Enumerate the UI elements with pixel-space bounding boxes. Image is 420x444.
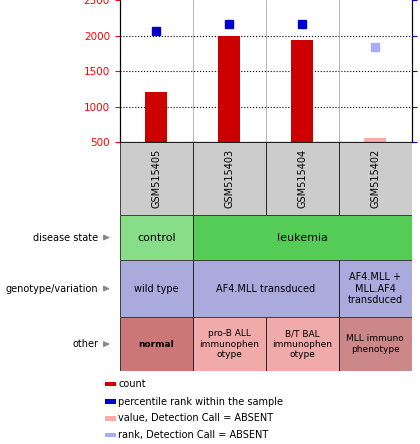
Text: normal: normal (138, 340, 174, 349)
Bar (339, 260, 412, 317)
Bar (120, 260, 193, 317)
Bar (339, 142, 412, 215)
Bar (265, 142, 339, 215)
Text: pro-B ALL
immunophen
otype: pro-B ALL immunophen otype (199, 329, 259, 359)
Text: GSM515403: GSM515403 (224, 149, 234, 208)
Bar (291, 40, 313, 142)
Text: genotype/variation: genotype/variation (5, 284, 98, 293)
Text: value, Detection Call = ABSENT: value, Detection Call = ABSENT (118, 413, 273, 424)
Text: GSM515402: GSM515402 (370, 149, 380, 208)
Bar (364, 138, 386, 142)
Bar (193, 142, 265, 215)
Text: AF4.MLL transduced: AF4.MLL transduced (216, 284, 315, 293)
Bar (218, 36, 240, 142)
Text: leukemia: leukemia (277, 233, 328, 242)
Text: GSM515404: GSM515404 (297, 149, 307, 208)
Text: control: control (137, 233, 176, 242)
Bar (105, 399, 116, 404)
Bar (193, 260, 339, 317)
Bar (120, 317, 193, 371)
Text: count: count (118, 379, 146, 389)
Bar (193, 215, 412, 260)
Text: percentile rank within the sample: percentile rank within the sample (118, 396, 283, 407)
Text: disease state: disease state (33, 233, 98, 242)
Text: MLL immuno
phenotype: MLL immuno phenotype (346, 334, 404, 354)
Text: AF4.MLL +
MLL.AF4
transduced: AF4.MLL + MLL.AF4 transduced (348, 272, 403, 305)
Bar (145, 92, 167, 142)
Text: other: other (72, 339, 98, 349)
Text: wild type: wild type (134, 284, 178, 293)
Bar (105, 382, 116, 386)
Text: rank, Detection Call = ABSENT: rank, Detection Call = ABSENT (118, 430, 268, 440)
Bar (120, 142, 193, 215)
Bar (193, 317, 265, 371)
Bar (105, 416, 116, 420)
Text: B/T BAL
immunophen
otype: B/T BAL immunophen otype (272, 329, 332, 359)
Bar (120, 215, 193, 260)
Bar (265, 317, 339, 371)
Bar (339, 317, 412, 371)
Bar (105, 433, 116, 437)
Text: GSM515405: GSM515405 (151, 149, 161, 208)
